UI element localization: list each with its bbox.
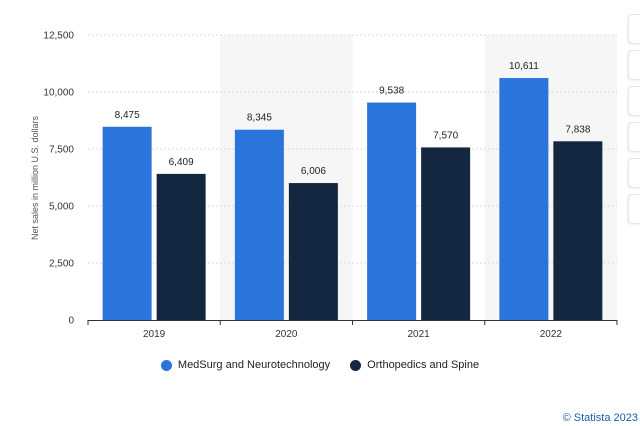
y-tick-label: 10,000 xyxy=(43,88,74,99)
bar xyxy=(288,183,338,320)
data-label: 7,570 xyxy=(433,130,458,141)
data-label: 8,475 xyxy=(115,110,140,121)
toolbar-button[interactable] xyxy=(628,122,640,152)
statista-credit-link[interactable]: © Statista 2023 xyxy=(562,412,638,424)
data-label: 9,538 xyxy=(379,86,404,97)
bar xyxy=(156,173,206,320)
bar xyxy=(421,147,471,320)
legend-label-orthopedics: Orthopedics and Spine xyxy=(367,359,480,371)
side-toolbar xyxy=(628,14,640,230)
bars xyxy=(102,78,603,321)
x-tick-label: 2019 xyxy=(143,329,166,340)
toolbar-button[interactable] xyxy=(628,158,640,188)
data-labels: 8,475 6,409 8,345 6,006 9,538 7,570 10,611 7,83… xyxy=(115,61,591,177)
data-label: 6,409 xyxy=(169,157,194,168)
x-tick-label: 2020 xyxy=(275,329,298,340)
y-tick-label: 7,500 xyxy=(49,145,74,156)
legend-swatch-medsurg xyxy=(160,359,172,371)
data-label: 6,006 xyxy=(301,166,326,177)
y-tick-label: 12,500 xyxy=(43,31,74,42)
y-axis-ticks: 0 2,500 5,000 7,500 10,000 12,500 xyxy=(43,31,74,327)
y-tick-label: 0 xyxy=(68,316,74,327)
y-tick-label: 2,500 xyxy=(49,259,74,270)
x-tick-label: 2021 xyxy=(408,329,431,340)
bar xyxy=(499,78,549,320)
legend-label-medsurg: MedSurg and Neurotechnology xyxy=(177,359,331,371)
y-axis-label: Net sales in million U.S. dollars xyxy=(30,115,40,240)
y-tick-label: 5,000 xyxy=(49,202,74,213)
data-label: 7,838 xyxy=(565,124,590,135)
legend: MedSurg and Neurotechnology Orthopedics … xyxy=(0,359,640,371)
toolbar-button[interactable] xyxy=(628,86,640,116)
bar xyxy=(553,141,603,320)
x-axis-ticks: 2019 2020 2021 2022 xyxy=(87,320,618,340)
toolbar-button[interactable] xyxy=(628,194,640,224)
legend-item-medsurg[interactable]: MedSurg and Neurotechnology xyxy=(160,359,331,371)
toolbar-button[interactable] xyxy=(628,14,640,44)
bar-chart: 8,475 6,409 8,345 6,006 9,538 7,570 10,611 7,83… xyxy=(30,31,618,340)
legend-swatch-orthopedics xyxy=(350,359,362,371)
data-label: 8,345 xyxy=(247,113,272,124)
data-label: 10,611 xyxy=(509,61,539,72)
legend-item-orthopedics[interactable]: Orthopedics and Spine xyxy=(350,359,479,371)
x-tick-label: 2022 xyxy=(540,329,563,340)
toolbar-button[interactable] xyxy=(628,50,640,80)
bar xyxy=(234,129,284,320)
bar xyxy=(367,102,417,320)
bar xyxy=(102,126,152,321)
